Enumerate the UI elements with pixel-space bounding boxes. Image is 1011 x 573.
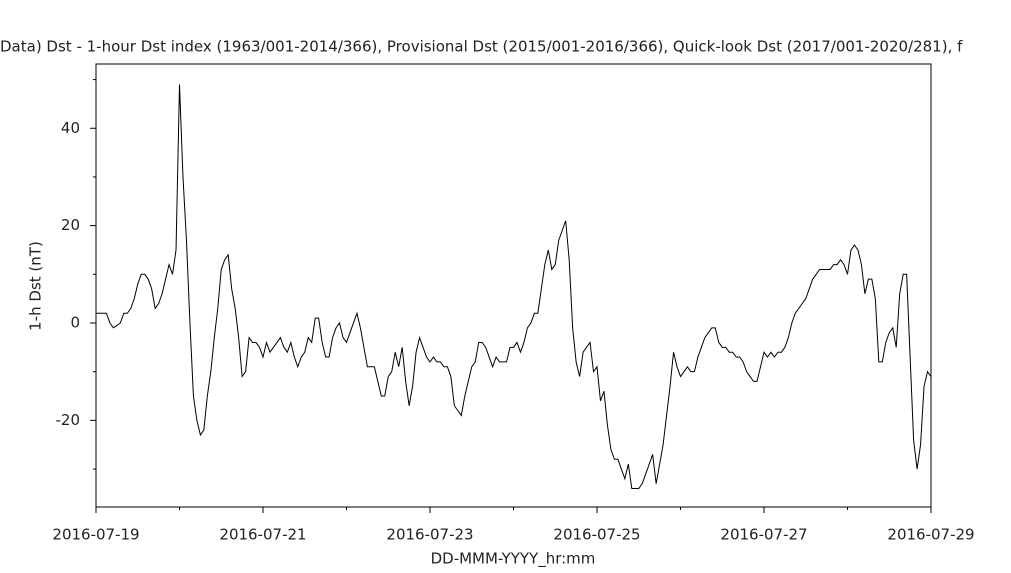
line bbox=[96, 84, 932, 489]
x-tick-label: 2016-07-27 bbox=[720, 526, 807, 544]
x-tick-label: 2016-07-25 bbox=[553, 526, 640, 544]
y-tick-label: 40 bbox=[61, 119, 80, 137]
x-tick-label: 2016-07-21 bbox=[219, 526, 306, 544]
y-tick-label: -20 bbox=[56, 411, 81, 429]
chart-title: Data) Dst - 1-hour Dst index (1963/001-2… bbox=[0, 38, 963, 56]
y-tick-label: 0 bbox=[70, 313, 80, 331]
x-axis-label: DD-MMM-YYYY_hr:mm bbox=[431, 550, 596, 569]
x-tick-label: 2016-07-23 bbox=[386, 526, 473, 544]
plot-frame bbox=[95, 63, 932, 508]
x-tick-label: 2016-07-29 bbox=[887, 526, 974, 544]
x-tick-label: 2016-07-19 bbox=[52, 526, 139, 544]
y-tick-label: 20 bbox=[61, 216, 80, 234]
y-axis-label: 1-h Dst (nT) bbox=[27, 241, 45, 331]
